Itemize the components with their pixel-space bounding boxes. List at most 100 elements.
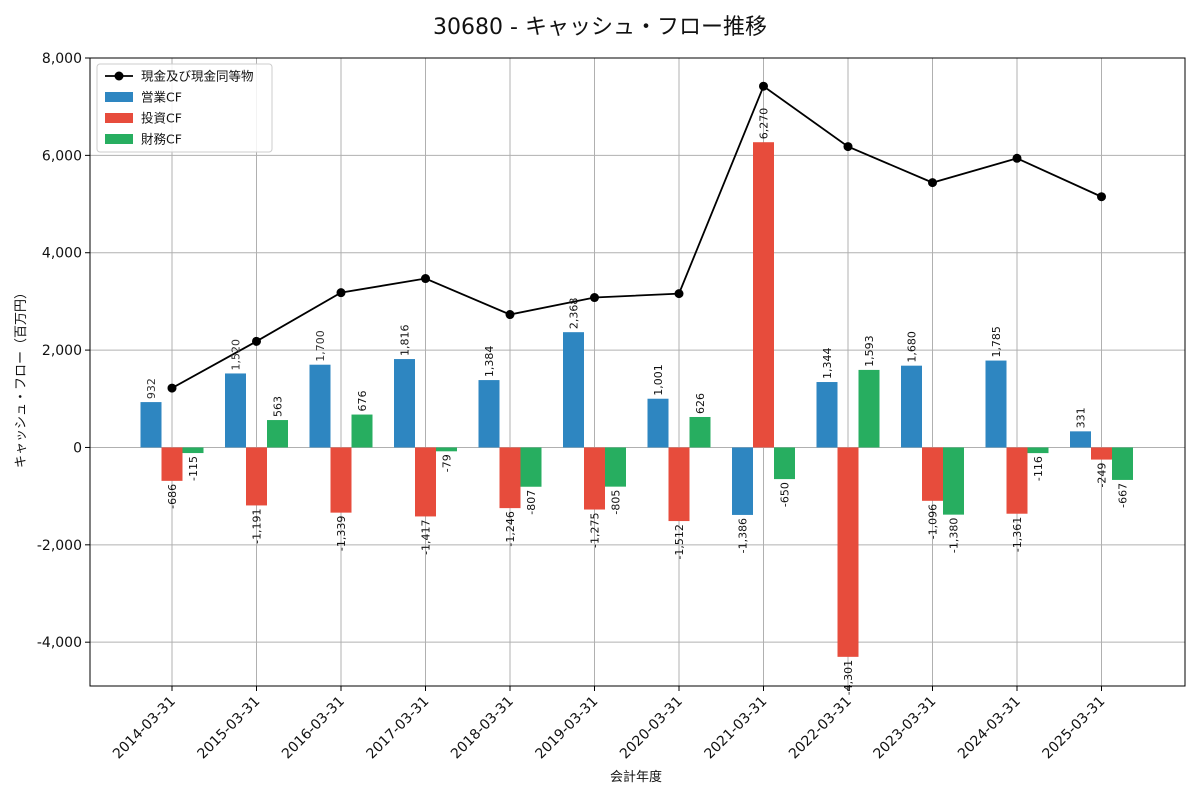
- bar-financing: [605, 447, 626, 487]
- bar-investing: [330, 447, 352, 513]
- bar-operating: [647, 398, 669, 448]
- bar-financing: [1112, 447, 1133, 480]
- plot-frame: [89, 57, 1186, 687]
- bar-value-label: -805: [610, 490, 623, 515]
- x-tick-label: 2019-03-31: [532, 694, 601, 763]
- cash-line-point: [505, 310, 515, 320]
- cash-line-point: [590, 293, 599, 303]
- y-axis-label: キャッシュ・フロー（百万円）: [14, 286, 29, 468]
- legend-bar-swatch: [105, 134, 133, 144]
- legend-bar-swatch: [105, 92, 133, 102]
- bar-financing: [774, 447, 795, 480]
- bar-operating: [985, 360, 1007, 448]
- bar-value-label: -79: [441, 454, 454, 472]
- bar-value-label: -1,246: [504, 511, 517, 546]
- cash-line-point: [1097, 192, 1106, 202]
- grid: [90, 57, 1185, 686]
- x-tick-label: 2017-03-31: [363, 694, 432, 763]
- x-tick-label: 2021-03-31: [701, 694, 770, 763]
- cash-line-point: [674, 289, 684, 299]
- bar-financing: [689, 416, 711, 448]
- bar-value-label: -1,512: [673, 524, 686, 559]
- bar-value-label: 1,593: [863, 335, 876, 367]
- bar-value-label: -686: [166, 484, 179, 509]
- bar-value-label: 676: [356, 391, 369, 412]
- bar-investing: [415, 447, 436, 517]
- legend-box: [96, 63, 273, 153]
- x-tick-label: 2020-03-31: [617, 694, 686, 763]
- bar-investing: [161, 447, 183, 481]
- x-tick-label: 2014-03-31: [110, 694, 179, 763]
- bar-investing: [668, 447, 690, 522]
- bar-investing: [1091, 447, 1112, 460]
- bar-investing: [753, 142, 774, 448]
- bar-financing: [858, 369, 880, 448]
- x-tick-label: 2018-03-31: [448, 694, 517, 763]
- bar-value-label: -1,361: [1011, 517, 1024, 552]
- cash-line-point: [167, 383, 177, 393]
- bar-value-label: 1,816: [399, 325, 412, 357]
- bar-value-label: -1,339: [335, 516, 348, 551]
- y-tick-label: -4,000: [37, 635, 82, 651]
- bar-value-label: -116: [1032, 456, 1045, 481]
- y-tick-label: 4,000: [42, 246, 82, 262]
- cash-line-point: [928, 178, 937, 188]
- legend-entry-label: 現金及び現金同等物: [141, 69, 254, 84]
- bar-value-label: 626: [694, 393, 707, 414]
- bar-value-label: 2,368: [568, 298, 581, 330]
- bar-financing: [943, 447, 964, 515]
- bar-investing: [499, 447, 521, 509]
- bar-value-label: -249: [1096, 463, 1109, 488]
- x-tick-label: 2016-03-31: [279, 694, 348, 763]
- bar-value-label: 1,344: [821, 348, 834, 380]
- cash-line-point: [843, 142, 853, 152]
- bar-operating: [901, 365, 922, 448]
- x-axis-label: 会計年度: [610, 769, 662, 785]
- bar-investing: [246, 447, 267, 506]
- bar-value-label: 1,520: [230, 339, 243, 371]
- bar-value-label: -667: [1117, 483, 1130, 508]
- bar-investing: [584, 447, 605, 510]
- bars: [140, 142, 1133, 657]
- y-tick-label: 6,000: [42, 148, 82, 164]
- bar-financing: [351, 414, 373, 448]
- bar-value-label: -1,096: [927, 504, 940, 539]
- x-axis-ticks: 2014-03-31 2015-03-31 2016-03-31 2017-03-31…: [110, 686, 1108, 762]
- bar-operating: [309, 364, 331, 448]
- cash-line-point: [759, 81, 768, 91]
- bar-operating: [478, 380, 500, 448]
- bar-value-label: 1,384: [483, 346, 496, 378]
- bar-value-label: -650: [779, 482, 792, 507]
- bar-financing: [520, 447, 542, 487]
- cash-line-point: [336, 288, 346, 298]
- bar-value-label: 563: [272, 396, 285, 417]
- bar-operating: [563, 332, 584, 448]
- bar-financing: [436, 447, 457, 452]
- bar-value-label: 6,270: [758, 108, 771, 140]
- bar-operating: [394, 359, 415, 448]
- y-axis-ticks: -4,000 -2,000 0 2,000 4,000 6,000 8,000: [37, 51, 90, 651]
- bar-investing: [922, 447, 943, 501]
- bar-value-label: 331: [1075, 407, 1088, 428]
- bar-value-label: -1,275: [589, 513, 602, 548]
- bar-value-label: 1,680: [906, 331, 919, 363]
- y-tick-label: 2,000: [42, 343, 82, 359]
- bar-labels: 932 1,520 1,700 1,816 1,384 2,368 1,001 -1,386 1…: [145, 108, 1130, 696]
- bar-value-label: -1,380: [948, 518, 961, 553]
- bar-financing: [267, 420, 288, 448]
- bar-value-label: -1,386: [737, 518, 750, 553]
- bar-value-label: -115: [187, 456, 200, 481]
- cash-line-path: [171, 84, 1102, 389]
- legend-entry-label: 営業CF: [141, 90, 182, 105]
- legend-entry-label: 投資CF: [141, 111, 182, 126]
- bar-value-label: 932: [145, 378, 158, 399]
- bar-operating: [140, 402, 162, 448]
- bar-value-label: 1,001: [652, 364, 665, 396]
- x-tick-label: 2025-03-31: [1039, 694, 1108, 763]
- x-tick-label: 2015-03-31: [194, 694, 263, 763]
- cash-line-point: [252, 336, 261, 346]
- bar-financing: [182, 447, 204, 454]
- bar-operating: [1070, 431, 1091, 448]
